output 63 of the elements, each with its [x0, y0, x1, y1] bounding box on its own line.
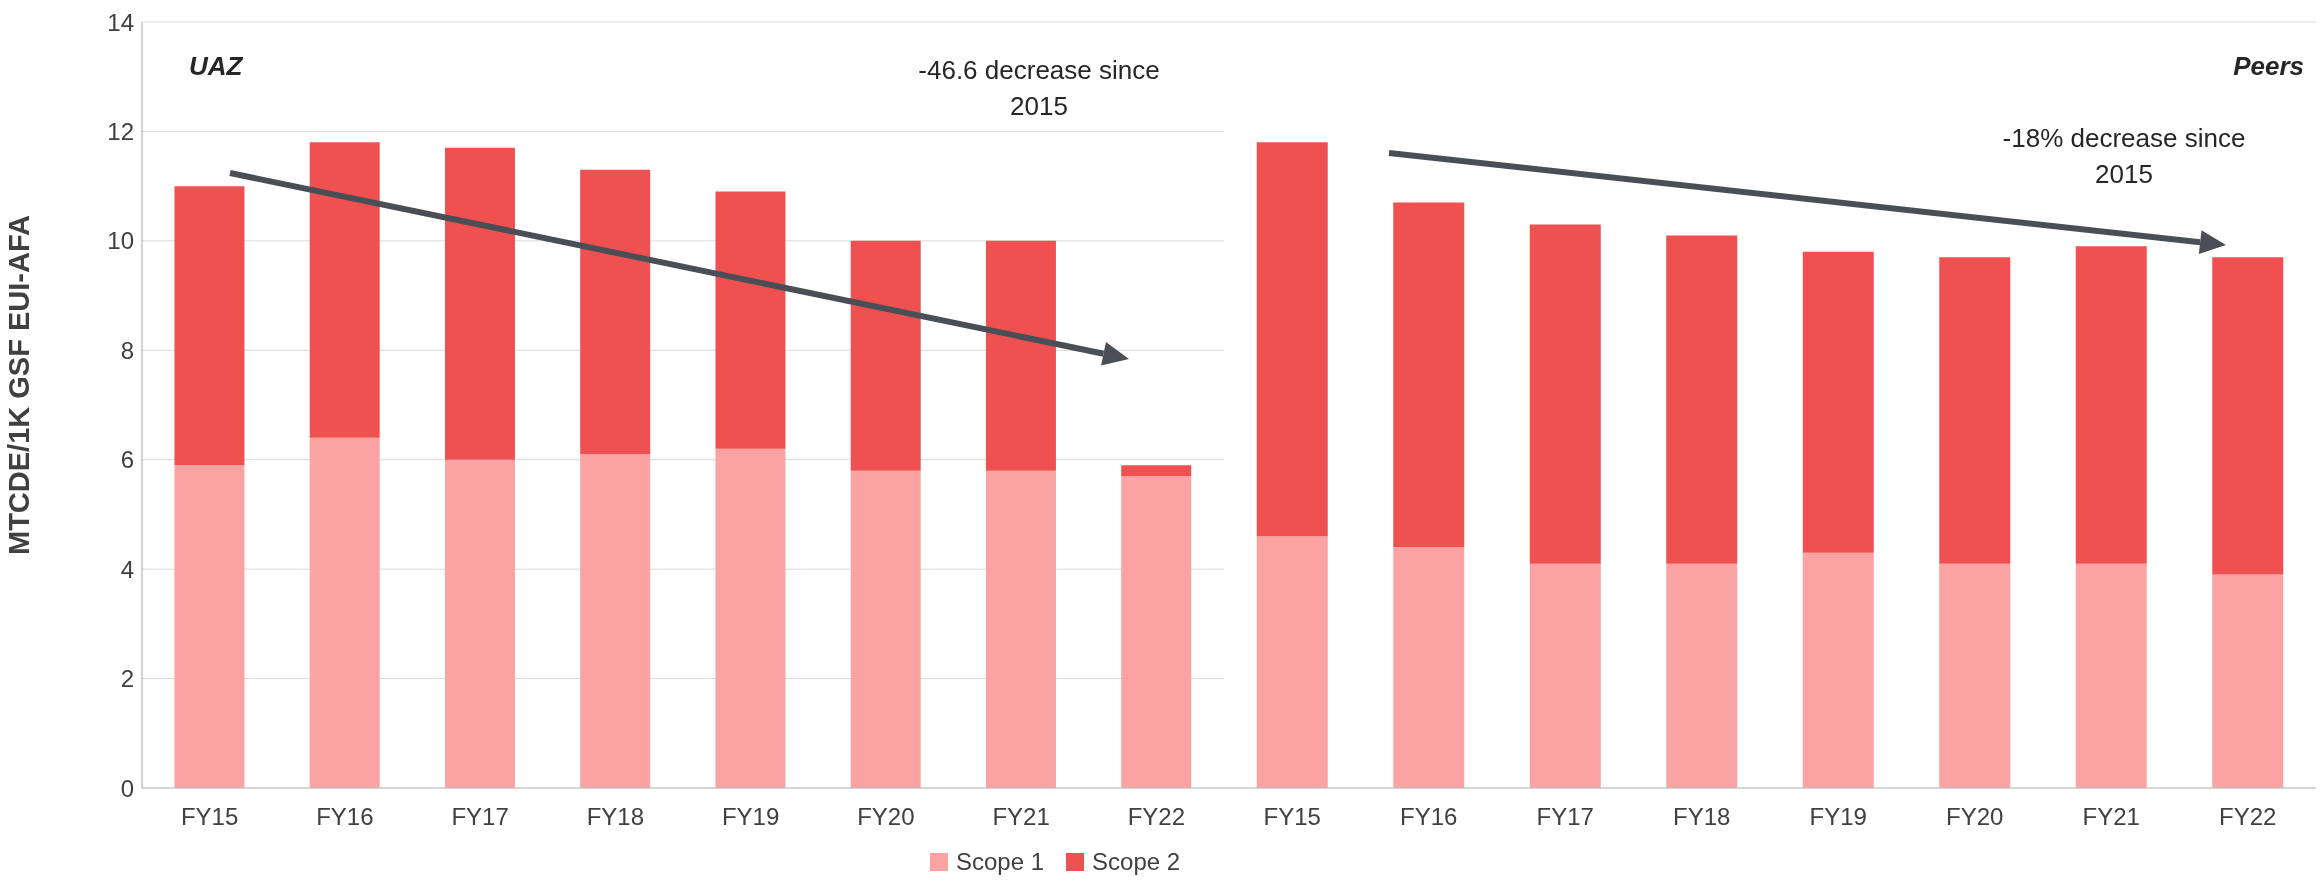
annotation: -18% decrease since 2015 [1980, 120, 2268, 192]
y-tick-label: 10 [107, 227, 134, 255]
x-tick-label: FY22 [2219, 803, 2277, 831]
x-tick-label: FY19 [721, 803, 780, 831]
bar [1529, 224, 1601, 564]
x-tick-label: FY19 [1809, 803, 1867, 831]
x-tick-label: FY16 [316, 803, 374, 831]
bar [850, 470, 921, 788]
bar [174, 465, 245, 788]
y-tick-label: 6 [120, 446, 134, 474]
annotation: UAZ [188, 50, 244, 83]
bar [309, 437, 380, 788]
bar [580, 169, 651, 455]
bar [1666, 235, 1738, 564]
legend-label: Scope 2 [1092, 848, 1181, 876]
bar [1256, 142, 1328, 537]
x-tick-label: FY17 [451, 803, 509, 831]
y-tick-label: 8 [120, 336, 134, 364]
bar [1121, 465, 1192, 477]
bar [444, 147, 515, 460]
x-tick-label: FY22 [1127, 803, 1186, 831]
annotation: -46.6 decrease since 2015 [910, 52, 1168, 124]
y-tick-label: 4 [120, 555, 134, 583]
x-tick-label: FY18 [1673, 803, 1731, 831]
bar [2075, 246, 2147, 564]
bar [1802, 251, 1874, 553]
y-tick-label: 0 [120, 774, 134, 802]
x-tick-label: FY15 [1263, 803, 1321, 831]
bar [1666, 563, 1738, 788]
bar [1529, 563, 1601, 788]
bar [2212, 257, 2284, 575]
legend-label: Scope 1 [956, 848, 1045, 876]
bar [309, 142, 380, 438]
x-tick-label: FY21 [992, 803, 1050, 831]
bar [715, 191, 786, 449]
bar [1939, 257, 2011, 564]
x-tick-label: FY17 [1536, 803, 1594, 831]
x-tick-label: FY16 [1400, 803, 1458, 831]
y-tick-label: 14 [107, 8, 134, 36]
x-tick-label: FY15 [180, 803, 239, 831]
bar [850, 240, 921, 471]
x-tick-label: FY18 [586, 803, 645, 831]
bar [2212, 574, 2284, 788]
x-tick-label: FY20 [1946, 803, 2004, 831]
bar [1393, 547, 1465, 788]
bar [1121, 476, 1192, 788]
bar [1393, 202, 1465, 548]
x-tick-label: FY20 [857, 803, 915, 831]
bar [1802, 552, 1874, 788]
x-tick-label: FY21 [2082, 803, 2140, 831]
bar [1256, 536, 1328, 788]
bar [985, 240, 1056, 471]
y-axis-title: MTCDE/1K GSF EUI-AFA [3, 214, 36, 555]
y-tick-label: 2 [120, 665, 134, 693]
annotation: Peers [2232, 50, 2305, 83]
y-tick-label: 12 [107, 117, 134, 145]
bar [580, 454, 651, 788]
bar [174, 186, 245, 466]
bar [715, 448, 786, 788]
bar [1939, 563, 2011, 788]
bar [444, 459, 515, 788]
bar [985, 470, 1056, 788]
bar [2075, 563, 2147, 788]
